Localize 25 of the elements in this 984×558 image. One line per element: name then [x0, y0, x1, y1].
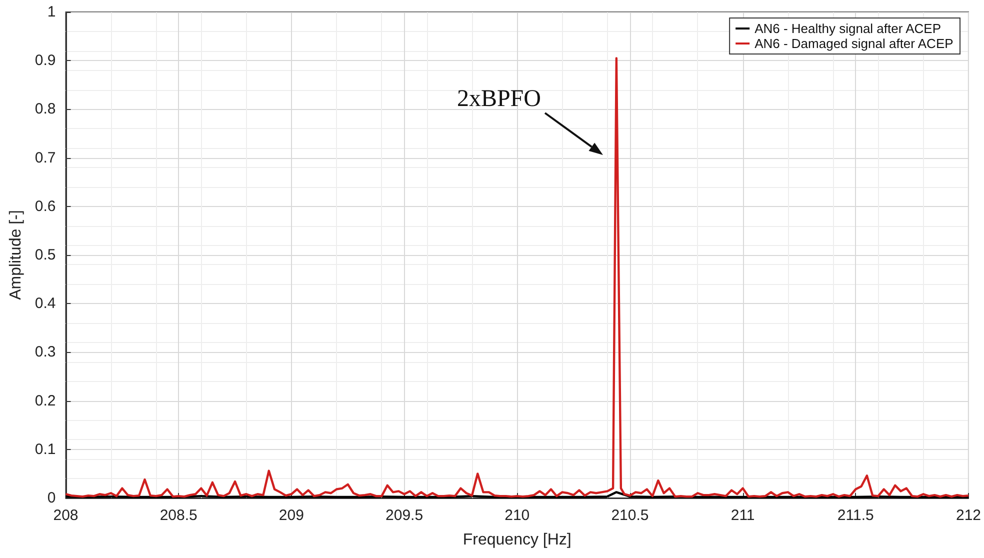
- annotation: 2xBPFO: [456, 86, 541, 112]
- y-axis-title: Amplitude [-]: [8, 210, 24, 300]
- x-tick-label: 212: [956, 507, 981, 524]
- x-tick-label: 209: [278, 507, 304, 524]
- x-tick-label: 211.5: [837, 507, 874, 524]
- x-tick-label: 210.5: [611, 507, 649, 524]
- y-tick-label: 0.2: [34, 392, 56, 410]
- y-tick-label: 0.7: [34, 149, 56, 166]
- x-tick-label: 210: [504, 507, 530, 524]
- y-tick-label: 0.5: [34, 246, 56, 264]
- y-tick-label: 0.3: [34, 344, 56, 361]
- y-tick-label: 0: [47, 490, 56, 506]
- y-tick-label: 0.9: [34, 52, 56, 70]
- x-tick-label: 208.5: [160, 507, 198, 524]
- y-tick-label: 1: [47, 4, 56, 20]
- y-tick-label: 0.6: [34, 198, 56, 215]
- y-tick-label: 0.4: [34, 295, 56, 312]
- x-tick-label: 208: [53, 507, 78, 524]
- x-tick-label: 209.5: [386, 507, 424, 524]
- legend-label: AN6 - Damaged signal after ACEP: [754, 36, 954, 51]
- y-tick-label: 0.1: [34, 440, 56, 458]
- legend-label: AN6 - Healthy signal after ACEP: [754, 21, 941, 36]
- y-tick-label: 0.8: [34, 100, 56, 118]
- x-axis-title: Frequency [Hz]: [462, 532, 572, 548]
- x-tick-label: 211: [730, 507, 755, 524]
